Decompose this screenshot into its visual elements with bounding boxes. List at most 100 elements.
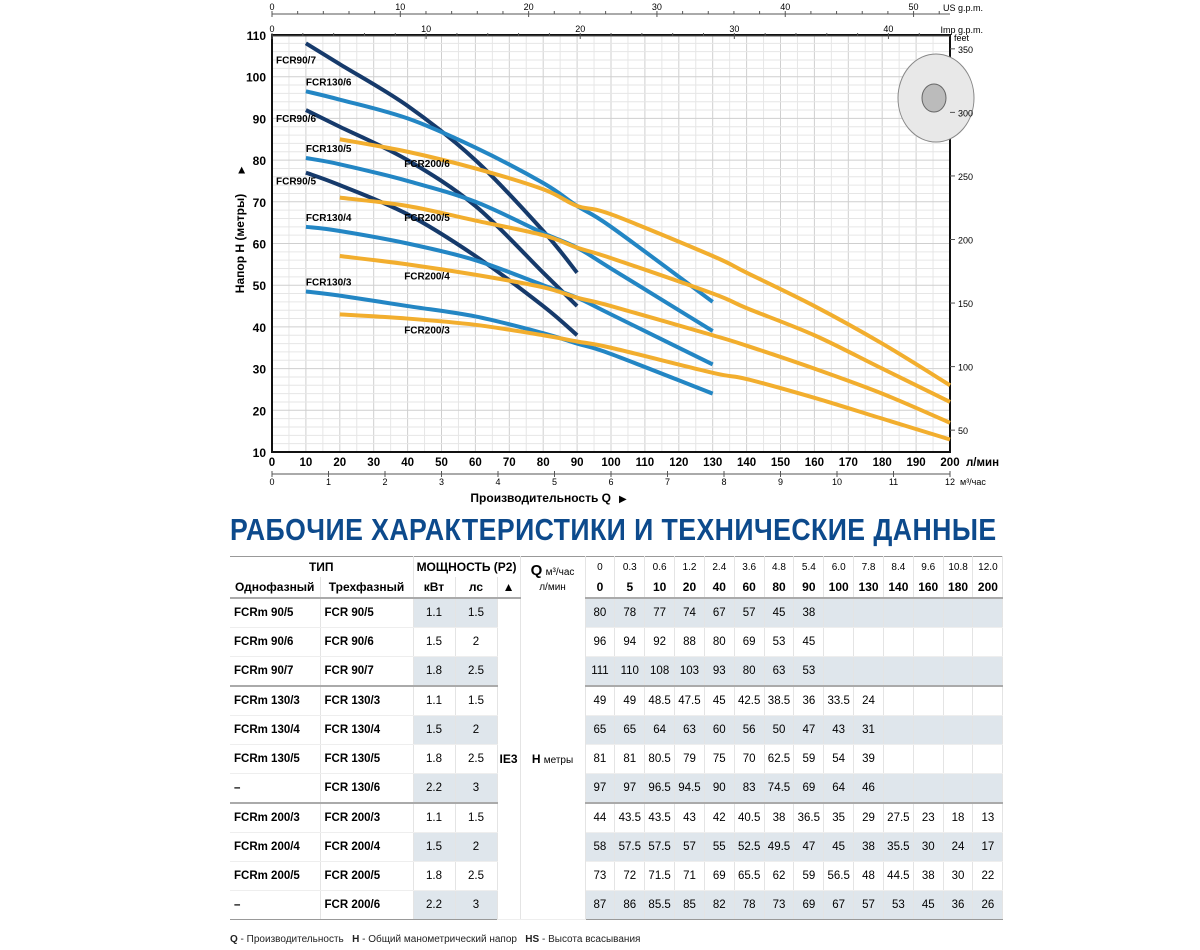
head-value: 79 [674,744,705,774]
head-value: 57.5 [644,832,676,862]
header-type: ТИП [230,556,414,577]
power-kw: 1.8 [413,744,456,774]
head-value: 44.5 [883,861,914,891]
head-value: 96 [585,627,616,657]
top-axis-tick-label: 30 [652,2,662,12]
head-value: 57 [853,890,884,920]
head-value: 97 [614,773,646,804]
three-phase-model: FCR 200/3 [320,802,414,833]
top-axis-tick-label: 50 [909,2,919,12]
head-value: 36 [793,685,825,716]
q-lmin-4: 40 [704,577,735,599]
x-tick-label: 0 [269,457,275,469]
head-value: 65.5 [734,861,765,891]
head-value [943,598,974,628]
power-hp: 2.5 [455,744,498,774]
head-value: 64 [823,773,855,804]
head-value [972,685,1004,716]
top-axis-tick-label: 40 [780,2,790,12]
curve-fcr200-3 [339,312,951,442]
head-value: 54 [823,744,855,774]
m3h-tick-label: 0 [269,477,274,487]
q-m3-9: 7.8 [853,556,884,577]
y-tick-label: 30 [253,363,267,377]
head-value: 57 [674,832,705,862]
single-phase-model: – [230,773,321,804]
table-row: FCRm 200/3 FCR 200/3 1.1 1.5 44 43.5 43.5 43 42 4… [230,802,1004,833]
head-value: 38 [913,861,944,891]
m3h-unit-label: м³/час [960,477,986,487]
impeller-hub [921,83,947,113]
head-value: 111 [585,656,616,687]
y-axis-title: Напор H (метры) [233,194,247,293]
head-value: 65 [614,715,646,745]
top-axis-tick-label: 20 [575,24,585,34]
right-axis-tick-label: 250 [958,172,973,182]
x-tick-label: 20 [333,457,346,469]
head-value [943,744,974,774]
head-value: 58 [585,832,616,862]
x-tick-label: 120 [669,457,688,469]
power-kw: 1.5 [413,627,456,657]
x-tick-label: 90 [571,457,584,469]
head-value: 71.5 [644,861,676,891]
curve-label: FCR90/7 [276,55,316,66]
head-value [883,715,914,745]
head-value: 48.5 [644,685,676,716]
head-value: 94 [614,627,646,657]
head-value: 67 [823,890,855,920]
q-lmin-9: 130 [853,577,884,599]
head-value: 46 [853,773,884,804]
header-q: Q м³/час л/мин [520,556,586,598]
head-value [913,627,944,657]
head-value: 27.5 [883,802,914,833]
curve-fcr90-5 [305,170,579,337]
head-value [913,744,944,774]
head-value [972,656,1004,687]
head-value: 40.5 [734,802,765,833]
table-row: FCRm 90/7 FCR 90/7 1.8 2.5 111 110 108 103 93 80 6… [230,656,1004,687]
head-value: 92 [644,627,676,657]
right-axis-tick-label: 350 [958,45,973,55]
curve-label: FCR130/6 [306,77,352,88]
single-phase-model: FCRm 130/3 [230,685,321,716]
head-value: 45 [764,598,795,628]
top-axis-tick-label: 40 [883,24,893,34]
footnote-h-text: - Общий манометрический напор [359,934,526,945]
head-value: 85.5 [644,890,676,920]
x-tick-label: 80 [537,457,550,469]
head-value: 110 [614,656,646,687]
x-tick-label: 150 [771,457,790,469]
y-tick-label: 40 [253,321,267,335]
head-value: 63 [764,656,795,687]
head-value: 47 [793,715,825,745]
x-tick-label: 160 [805,457,824,469]
head-value [972,715,1004,745]
head-value: 22 [972,861,1004,891]
right-axis-unit: feet [954,33,970,43]
head-value: 13 [972,802,1004,833]
head-value: 43.5 [644,802,676,833]
table-row: – FCR 200/6 2.2 3 87 86 85.5 85 82 78 73 69 67 57 53 45… [230,890,1004,920]
head-value [883,627,914,657]
table-row: FCRm 200/4 FCR 200/4 1.5 2 58 57.5 57.5 57 55 52.… [230,832,1004,862]
head-value [943,715,974,745]
curve-fcr130-5 [305,156,714,333]
q-m3-1: 0.3 [614,556,646,577]
head-value: 77 [644,598,676,628]
curve-label: FCR200/5 [404,213,450,224]
m3h-tick-label: 8 [721,477,726,487]
power-kw: 2.2 [413,890,456,920]
single-phase-model: FCRm 200/5 [230,861,321,891]
single-phase-model: FCRm 130/4 [230,715,321,745]
head-value: 73 [764,890,795,920]
head-value: 62 [764,861,795,891]
head-value: 38 [853,832,884,862]
q-units: м³/час л/мин [539,567,574,593]
y-tick-label: 60 [253,238,267,252]
table-row: – FCR 130/6 2.2 3 97 97 96.5 94.5 90 83 74.5 69 64 46 [230,773,1004,804]
q-m3-7: 5.4 [793,556,825,577]
head-value: 36 [943,890,974,920]
head-value: 17 [972,832,1004,862]
